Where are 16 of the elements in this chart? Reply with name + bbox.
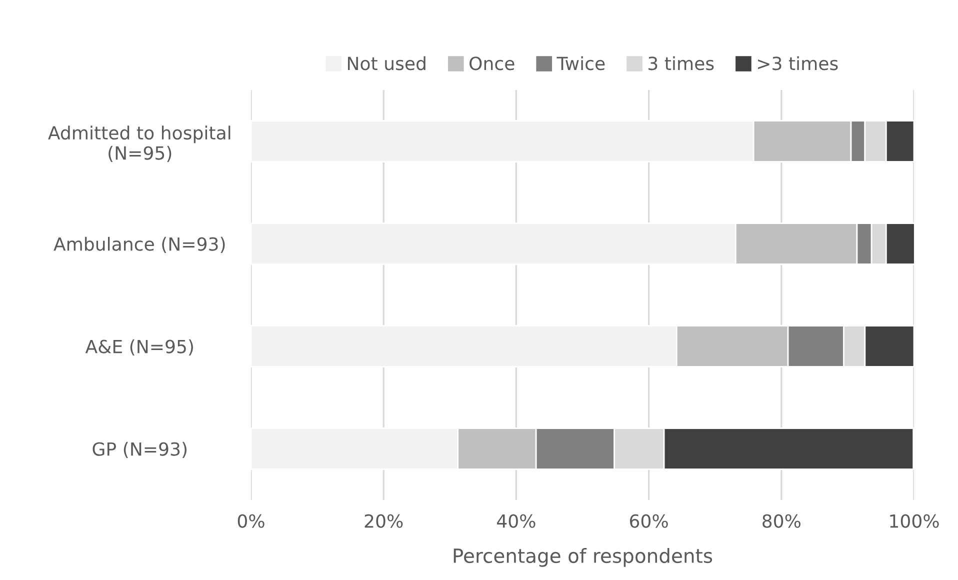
x-tick-label: 0% xyxy=(238,514,264,528)
y-tick-label: Admitted to hospital (N=95) xyxy=(48,126,230,162)
x-tick-label: 40% xyxy=(497,514,536,528)
y-tick-label: A&E (N=95) xyxy=(85,339,193,356)
x-tick-label: 80% xyxy=(762,514,800,528)
legend-label: 3 times xyxy=(648,56,714,70)
legend-label: >3 times xyxy=(758,56,838,70)
legend-label: Twice xyxy=(556,56,605,70)
legend-label: Not used xyxy=(348,56,426,70)
x-axis-title: Percentage of respondents xyxy=(454,548,712,567)
y-tick-label: GP (N=93) xyxy=(92,442,186,458)
x-tick-label: 60% xyxy=(630,514,668,528)
legend-label: Once xyxy=(470,56,514,70)
x-tick-label: 100% xyxy=(890,514,939,528)
x-tick-label: 20% xyxy=(364,514,403,528)
y-tick-label: Ambulance (N=93) xyxy=(54,236,225,253)
